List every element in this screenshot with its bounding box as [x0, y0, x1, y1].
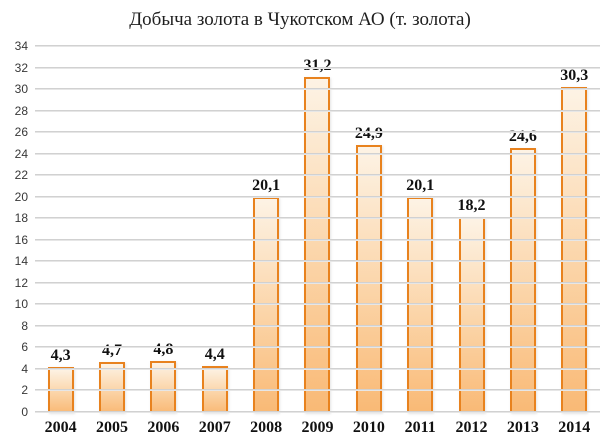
- gridline: [35, 260, 600, 263]
- gridline: [35, 109, 600, 112]
- bar-2009: 31,2: [303, 57, 331, 413]
- chart-title: Добыча золота в Чукотском АО (т. золота): [129, 9, 471, 30]
- y-tick-label: 28: [14, 103, 28, 118]
- bar-slot: 31,2: [292, 47, 343, 413]
- y-tick-label: 0: [21, 405, 28, 419]
- bar-2005: 4,7: [99, 342, 126, 413]
- gridline: [35, 303, 600, 306]
- y-tick-label: 8: [21, 318, 28, 333]
- x-tick-label: 2006: [147, 419, 180, 436]
- gridline: [35, 195, 600, 198]
- bar-slot: 20,1: [240, 47, 291, 413]
- bar-value-label: 4,7: [102, 342, 123, 360]
- bar-2014: 30,3: [560, 67, 588, 413]
- bar-2007: 4,4: [201, 346, 228, 413]
- y-tick-label: 34: [14, 39, 28, 53]
- gridline: [35, 411, 600, 413]
- y-tick-label: 20: [14, 189, 28, 204]
- x-tick-label: 2010: [352, 419, 385, 436]
- bar-slot: 4,8: [138, 47, 189, 413]
- plot-area: 4,3 4,7 4,8 4,4 20,1 31,2 24,9 20,1 18,2 24,6 30,3: [35, 45, 600, 413]
- gridline: [35, 217, 600, 220]
- gridline: [35, 389, 600, 392]
- y-tick-label: 2: [21, 383, 28, 398]
- gridline: [35, 238, 600, 241]
- gridline: [35, 88, 600, 91]
- x-tick-label: 2013: [506, 419, 539, 436]
- y-tick-label: 12: [14, 275, 28, 290]
- gridline: [35, 367, 600, 370]
- bar-2013: 24,6: [509, 128, 537, 413]
- gridline: [35, 346, 600, 349]
- bar-value-label: 4,8: [153, 341, 174, 359]
- gridline: [35, 66, 600, 69]
- x-tick-label: 2005: [96, 419, 129, 436]
- y-tick-label: 26: [14, 125, 28, 140]
- y-tick-label: 4: [21, 361, 28, 376]
- bar-2012: 18,2: [458, 197, 486, 413]
- bar-slot: 18,2: [446, 47, 497, 413]
- x-tick-label: 2007: [198, 419, 231, 436]
- bar-slot: 24,9: [343, 47, 394, 413]
- y-tick-label: 24: [14, 146, 28, 161]
- gridline: [35, 324, 600, 327]
- bars-row: 4,3 4,7 4,8 4,4 20,1 31,2 24,9 20,1 18,2 24,6 30,3: [35, 47, 600, 413]
- x-tick-label: 2012: [455, 419, 488, 436]
- gridline: [35, 174, 600, 177]
- y-tick-label: 14: [14, 254, 28, 269]
- bar-slot: 4,3: [35, 47, 86, 413]
- bar-slot: 24,6: [497, 47, 548, 413]
- bar-value-label: 30,3: [560, 66, 589, 84]
- y-tick-label: 32: [14, 60, 28, 75]
- y-tick-label: 30: [14, 82, 28, 97]
- x-tick-label: 2011: [404, 419, 436, 436]
- bar-value-label: 4,3: [50, 346, 71, 364]
- y-tick-label: 16: [14, 232, 28, 247]
- bar-value-label: 20,1: [406, 176, 435, 194]
- x-tick-label: 2009: [301, 419, 334, 436]
- gridline: [35, 45, 600, 47]
- x-axis: 2004 2005 2006 2007 2008 2009 2010 2011 2012 2013…: [35, 419, 600, 437]
- bar-value-label: 20,1: [252, 176, 281, 194]
- bar-2006: 4,8: [150, 341, 177, 413]
- bar-value-label: 31,2: [303, 57, 331, 75]
- y-tick-label: 18: [14, 211, 28, 226]
- x-tick-label: 2008: [250, 419, 283, 436]
- gridline: [35, 152, 600, 155]
- bar-value-label: 18,2: [457, 197, 486, 215]
- bar-2010: 24,9: [355, 125, 383, 413]
- bar-slot: 30,3: [549, 47, 600, 413]
- gridline: [35, 281, 600, 284]
- y-tick-label: 6: [21, 340, 28, 355]
- x-tick-label: 2004: [44, 419, 77, 436]
- bar-slot: 4,4: [189, 47, 240, 413]
- bar-slot: 4,7: [86, 47, 137, 413]
- y-tick-label: 10: [14, 297, 28, 312]
- y-axis: 0 2 4 6 8 10 12 14 16 18 20 22 24 26 28 30 32 34: [0, 40, 28, 418]
- bar-value-label: 4,4: [204, 345, 225, 363]
- gridline: [35, 131, 600, 134]
- bar-slot: 20,1: [395, 47, 446, 413]
- y-tick-label: 22: [14, 168, 28, 183]
- bar-value-label: 24,9: [354, 124, 383, 142]
- x-tick-label: 2014: [558, 419, 591, 436]
